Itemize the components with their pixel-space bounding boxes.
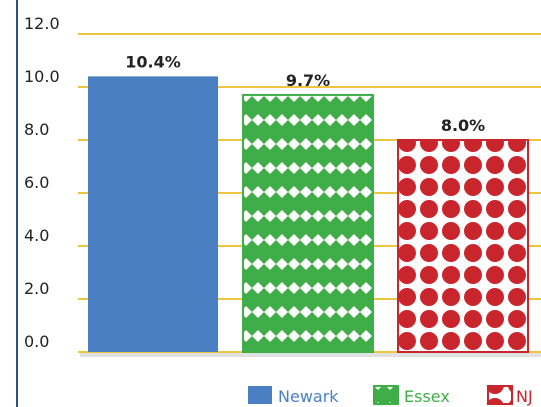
bars (88, 76, 529, 353)
bar-newark (88, 76, 218, 353)
data-label-newark: 10.4% (125, 52, 181, 71)
bar-nj (397, 139, 529, 353)
y-tick-label: 10.0 (24, 67, 60, 86)
data-label-nj: 8.0% (441, 116, 485, 135)
legend-swatch-essex (373, 385, 399, 405)
data-label-essex: 9.7% (286, 71, 330, 90)
legend-swatch-nj (487, 385, 513, 405)
y-tick-label: 0.0 (24, 332, 49, 351)
bar-essex (242, 93, 374, 353)
baseline-shadow (80, 353, 541, 357)
y-tick-label: 6.0 (24, 173, 49, 192)
legend-swatch-newark (248, 386, 272, 404)
data-labels: 10.4% 9.7% 8.0% (125, 52, 485, 135)
legend-label-nj: NJ (516, 387, 533, 406)
y-tick-label: 4.0 (24, 226, 49, 245)
legend-label-essex: Essex (404, 387, 450, 406)
legend-label-newark: Newark (278, 387, 339, 406)
y-tick-label: 2.0 (24, 279, 49, 298)
axes: 12.0 10.0 8.0 6.0 4.0 2.0 0.0 (16, 0, 60, 407)
y-tick-label: 12.0 (24, 14, 60, 33)
legend: Newark Essex NJ (248, 385, 533, 406)
y-tick-label: 8.0 (24, 120, 49, 139)
